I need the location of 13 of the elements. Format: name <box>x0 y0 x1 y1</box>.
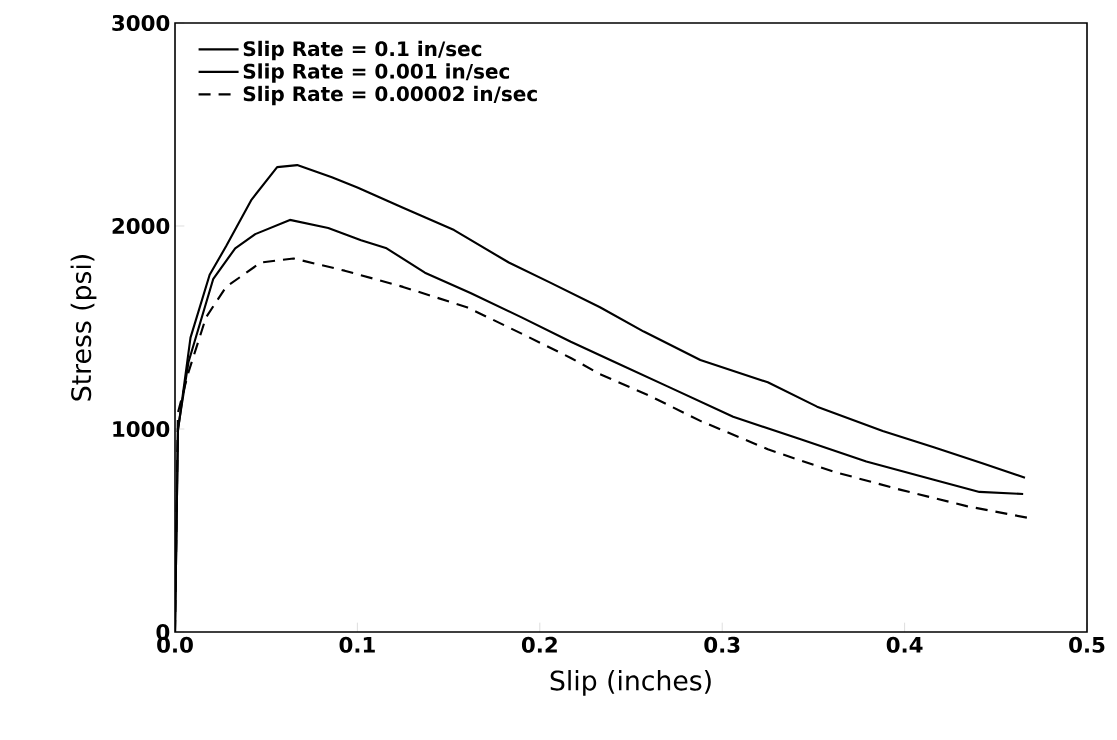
y-tick-label: 3000 <box>112 14 170 32</box>
legend-label: Slip Rate = 0.1 in/sec <box>243 40 482 61</box>
x-tick-label: 0.4 <box>886 636 923 653</box>
y-tick-label: 1000 <box>113 420 170 438</box>
x-tick-label: 0.2 <box>521 636 557 653</box>
legend-label: Slip Rate = 0.001 in/sec <box>243 63 510 83</box>
x-tick-label: 0.3 <box>704 636 740 653</box>
x-axis-title: Slip (inches) <box>550 670 711 696</box>
y-axis-title: Stress (psi) <box>70 255 97 401</box>
x-tick-label: 0.1 <box>339 636 375 653</box>
x-tick-label: 0.5 <box>1069 636 1105 653</box>
y-tick-label: 2000 <box>112 217 170 235</box>
legend-label: Slip Rate = 0.00002 in/sec <box>243 85 537 106</box>
